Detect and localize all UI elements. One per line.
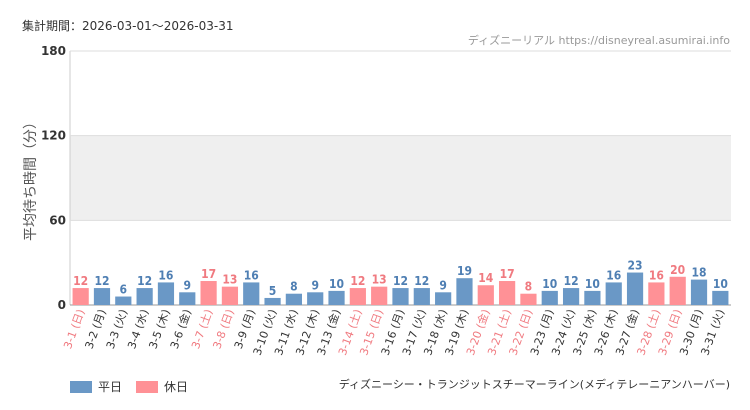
data-label: 9 (311, 278, 319, 292)
bar (584, 290, 601, 305)
bar (712, 290, 729, 305)
y-tick-label: 180 (41, 44, 66, 58)
bar (562, 288, 580, 305)
data-label: 12 (73, 274, 88, 288)
bar (157, 282, 175, 305)
legend-weekday-swatch (70, 380, 92, 393)
bar (456, 278, 473, 305)
bar (200, 281, 217, 305)
data-label: 12 (350, 274, 365, 288)
bar (179, 292, 196, 305)
bar (328, 290, 345, 305)
bar (477, 285, 494, 305)
site-credit: ディズニーリアル https://disneyreal.asumirai.inf… (467, 34, 730, 47)
y-axis-label: 平均待ち時間（分） (23, 115, 39, 241)
legend-holiday: 休日 (136, 378, 188, 395)
data-label: 17 (201, 267, 216, 281)
data-label: 10 (542, 277, 557, 291)
data-label: 16 (158, 268, 173, 282)
shaded-band (70, 135, 731, 221)
bar (243, 282, 260, 305)
data-label: 20 (670, 263, 685, 277)
data-label: 8 (290, 280, 298, 294)
data-label: 23 (628, 259, 643, 273)
data-label: 10 (329, 277, 344, 291)
data-label: 16 (649, 268, 664, 282)
data-label: 13 (372, 273, 387, 287)
legend-weekday-label: 平日 (98, 380, 123, 394)
attraction-name: ディズニーシー・トランジットスチーマーライン(メディテレーニアンハーバー) (338, 378, 730, 391)
data-label: 12 (137, 274, 152, 288)
legend-holiday-swatch (136, 380, 159, 393)
bar (264, 297, 281, 305)
bar (435, 292, 452, 305)
grid-layer: 0 60 120 180 (41, 44, 731, 312)
bar (371, 286, 388, 305)
bar (392, 288, 409, 305)
data-label: 10 (713, 277, 728, 291)
bar (349, 288, 366, 305)
data-label: 12 (414, 274, 429, 288)
bar (115, 296, 132, 305)
bar (690, 279, 708, 305)
bar (136, 288, 153, 305)
data-label: 9 (184, 278, 192, 292)
data-label: 9 (439, 278, 447, 292)
y-tick-label: 0 (58, 298, 66, 312)
bar (307, 292, 324, 305)
bar (72, 288, 89, 305)
data-label: 12 (94, 274, 109, 288)
data-label: 16 (244, 268, 259, 282)
period-label: 集計期間：2026-03-01〜2026-03-31 (22, 19, 234, 33)
data-label: 19 (457, 264, 472, 278)
data-label: 8 (525, 280, 533, 294)
y-tick-label: 120 (41, 129, 66, 143)
bar (520, 293, 537, 305)
data-label: 5 (269, 284, 277, 298)
bar (605, 282, 622, 305)
data-label: 17 (500, 267, 515, 281)
bar (221, 286, 239, 305)
data-label: 6 (120, 283, 128, 297)
data-label: 10 (585, 277, 600, 291)
bars-layer (72, 272, 729, 305)
data-label: 14 (478, 271, 494, 285)
bar (648, 282, 665, 305)
bar (541, 290, 558, 305)
data-label: 18 (692, 266, 707, 280)
data-label: 13 (222, 273, 237, 287)
legend: 平日 休日 (70, 378, 202, 395)
data-label: 12 (564, 274, 579, 288)
y-tick-label: 60 (49, 213, 66, 227)
legend-weekday: 平日 (70, 378, 122, 395)
data-label: 12 (393, 274, 408, 288)
data-label: 16 (606, 268, 621, 282)
bar (499, 281, 516, 305)
bar (669, 276, 686, 305)
bar (93, 288, 111, 305)
bar (413, 288, 430, 305)
bar (626, 272, 644, 305)
bar (285, 293, 302, 305)
legend-holiday-label: 休日 (164, 380, 189, 394)
